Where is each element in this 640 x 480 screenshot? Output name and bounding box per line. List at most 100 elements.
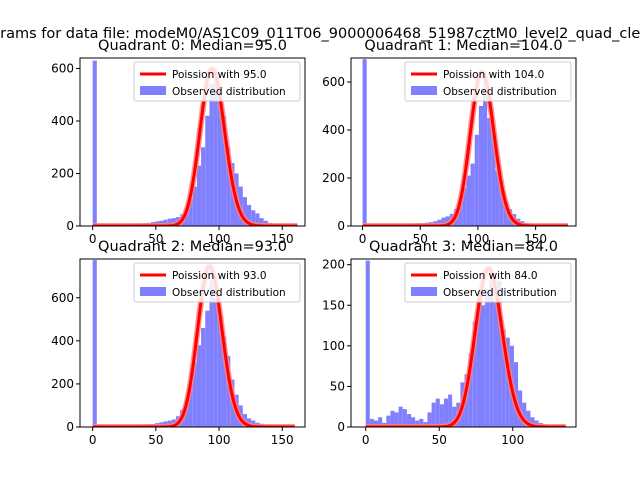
panel-quadrant-1: 0 50 100 150 0 200 400 600 Quadrant 1: Median=10… <box>322 38 577 246</box>
histogram-bar <box>365 260 370 427</box>
y-tick-label: 600 <box>51 62 74 76</box>
histogram-bar <box>485 289 490 427</box>
histogram-bar <box>213 68 218 226</box>
histogram-bar <box>188 199 193 226</box>
histogram-bar <box>209 84 214 226</box>
y-tick-label: 400 <box>51 114 74 128</box>
histogram-bar <box>458 202 463 226</box>
histogram-bar <box>478 106 483 226</box>
histogram-bar <box>427 412 432 427</box>
histogram-bar <box>495 170 500 226</box>
histogram-bar <box>448 394 453 427</box>
x-tick-label: 150 <box>271 232 294 246</box>
histogram-bar <box>205 115 210 226</box>
x-tick-label: 50 <box>413 232 428 246</box>
y-tick-label: 200 <box>51 377 74 391</box>
panel-title: Quadrant 1: Median=104.0 <box>364 38 562 54</box>
x-tick-label: 0 <box>362 433 370 447</box>
histogram-bar <box>217 89 222 226</box>
x-tick-label: 100 <box>208 232 231 246</box>
histogram-bar <box>373 420 379 427</box>
histogram-bar <box>246 205 252 226</box>
legend-box <box>404 262 572 303</box>
y-tick-label: 200 <box>322 171 345 185</box>
panel-title: Quadrant 0: Median=95.0 <box>98 38 287 54</box>
histogram-bar <box>468 353 473 427</box>
histogram-bar <box>92 60 97 226</box>
legend-entry-observed: Observed distribution <box>443 287 557 299</box>
histogram-bar <box>92 260 97 427</box>
legend-entry-poisson: Poission with 104.0 <box>443 69 544 81</box>
y-tick-label: 0 <box>66 219 74 233</box>
histogram-bar <box>255 213 260 226</box>
x-tick-label: 50 <box>432 433 447 447</box>
histogram-bar <box>526 410 531 427</box>
histogram-bar <box>398 406 403 427</box>
x-tick-label: 150 <box>271 433 294 447</box>
y-tick-label: 0 <box>337 420 345 434</box>
histogram-bar <box>196 165 202 226</box>
histogram-bar <box>386 415 391 427</box>
y-tick-label: 0 <box>66 420 74 434</box>
histogram-bar <box>402 409 407 427</box>
histogram-bar <box>411 417 416 427</box>
histogram-bar <box>435 398 440 427</box>
histogram-bar <box>497 280 502 427</box>
histogram-bar <box>167 218 172 226</box>
axes-frame <box>350 258 577 428</box>
histogram-bar <box>188 383 193 427</box>
histogram-bar <box>362 59 367 226</box>
x-tick-label: 0 <box>89 232 97 246</box>
plot-area <box>90 60 300 226</box>
histogram-bar <box>441 217 446 226</box>
histogram-bar <box>201 327 206 427</box>
histogram-bar <box>431 402 436 427</box>
histogram-bar <box>476 293 481 427</box>
histogram-bar <box>217 319 222 427</box>
y-tick-label: 150 <box>322 298 345 312</box>
figure-suptitle: Histograms for data file: modeM0/AS1C09_… <box>0 26 640 42</box>
legend-entry-observed: Observed distribution <box>443 86 557 98</box>
x-tick-label: 50 <box>148 433 163 447</box>
histogram-bar <box>437 219 442 226</box>
histogram-bar <box>221 336 227 427</box>
histogram-bar <box>491 134 496 226</box>
histogram-bar <box>522 402 527 427</box>
histogram-bar <box>452 406 457 427</box>
x-tick-label: 50 <box>148 232 163 246</box>
histogram-bar <box>406 414 411 427</box>
legend-patch-swatch <box>411 86 437 95</box>
histogram-bar <box>474 134 479 226</box>
legend-entry-observed: Observed distribution <box>172 287 286 299</box>
legend-entry-poisson: Poission with 84.0 <box>443 270 538 282</box>
histogram-bar <box>251 210 256 226</box>
y-tick-label: 600 <box>51 291 74 305</box>
axes-frame <box>350 57 577 227</box>
histogram-bar <box>483 82 488 226</box>
histogram-bar <box>445 216 450 226</box>
histogram-bar <box>205 310 210 427</box>
x-tick-label: 100 <box>466 232 489 246</box>
histogram-bar <box>415 420 420 427</box>
histogram-bar <box>209 280 214 427</box>
legend-entry-poisson: Poission with 95.0 <box>172 69 267 81</box>
y-tick-label: 600 <box>322 75 345 89</box>
histogram-bar <box>419 418 424 427</box>
panel-quadrant-0: 0 50 100 150 0 200 400 600 Quadrant 0: Median=95… <box>51 38 306 246</box>
histogram-bar <box>489 280 494 427</box>
histogram-bar <box>259 218 264 226</box>
legend-patch-swatch <box>411 287 437 296</box>
panel-title: Quadrant 3: Median=84.0 <box>369 239 558 255</box>
histogram-bar <box>481 305 486 427</box>
histogram-bar <box>221 115 227 226</box>
x-tick-label: 150 <box>524 232 547 246</box>
histogram-bar <box>470 163 475 226</box>
y-tick-label: 50 <box>330 379 345 393</box>
histogram-bar <box>487 118 492 226</box>
histogram-bar <box>443 398 449 427</box>
plot-area <box>363 260 568 427</box>
y-tick-label: 100 <box>322 339 345 353</box>
legend-box <box>133 61 301 102</box>
y-tick-label: 200 <box>51 167 74 181</box>
histogram-bar <box>462 187 467 226</box>
